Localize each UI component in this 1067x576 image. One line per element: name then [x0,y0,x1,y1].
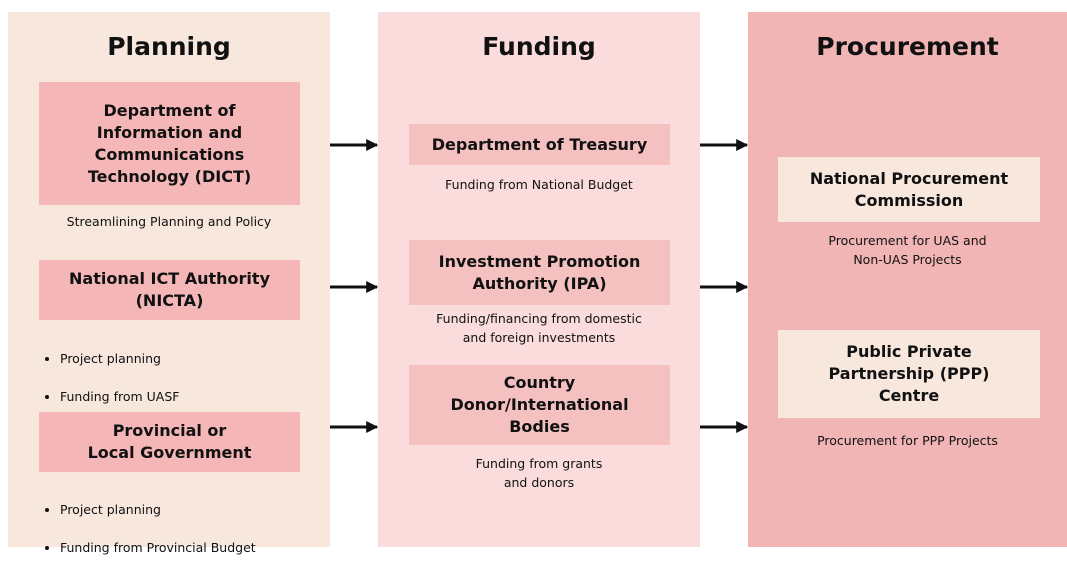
column-title: Planning [107,32,231,61]
funding-column: Funding Department of Treasury Funding f… [378,12,700,547]
arrows [330,139,749,433]
planning-column: Planning Department of Information and C… [8,12,330,555]
box: Investment Promotion Authority (IPA) [409,240,670,305]
caption: Procurement for PPP Projects [817,433,998,448]
caption: Funding/financing from domestic and fore… [436,311,642,345]
caption: Funding from National Budget [445,177,633,192]
column-title: Funding [482,32,596,61]
bullet: Funding from UASF [60,387,179,406]
bullet-list: Project planning Funding from UASF [22,330,179,425]
column-title: Procurement [816,32,999,61]
box: Department of Treasury [409,124,670,165]
box: Country Donor/International Bodies [409,365,670,445]
box: Department of Information and Communicat… [39,82,300,205]
bullet: Project planning [60,349,179,368]
box: National Procurement Commission [778,157,1040,222]
procurement-column: Procurement National Procurement Commiss… [748,12,1067,547]
caption: Funding from grants and donors [475,456,603,490]
caption: Streamlining Planning and Policy [66,214,272,229]
box: National ICT Authority (NICTA) [39,260,300,320]
bullet: Project planning [60,500,256,519]
page: Planning Department of Information and C… [0,0,1067,547]
caption: Procurement for UAS and Non-UAS Projects [828,233,987,267]
box: Provincial or Local Government [39,412,300,472]
box: Public Private Partnership (PPP) Centre [778,330,1040,418]
